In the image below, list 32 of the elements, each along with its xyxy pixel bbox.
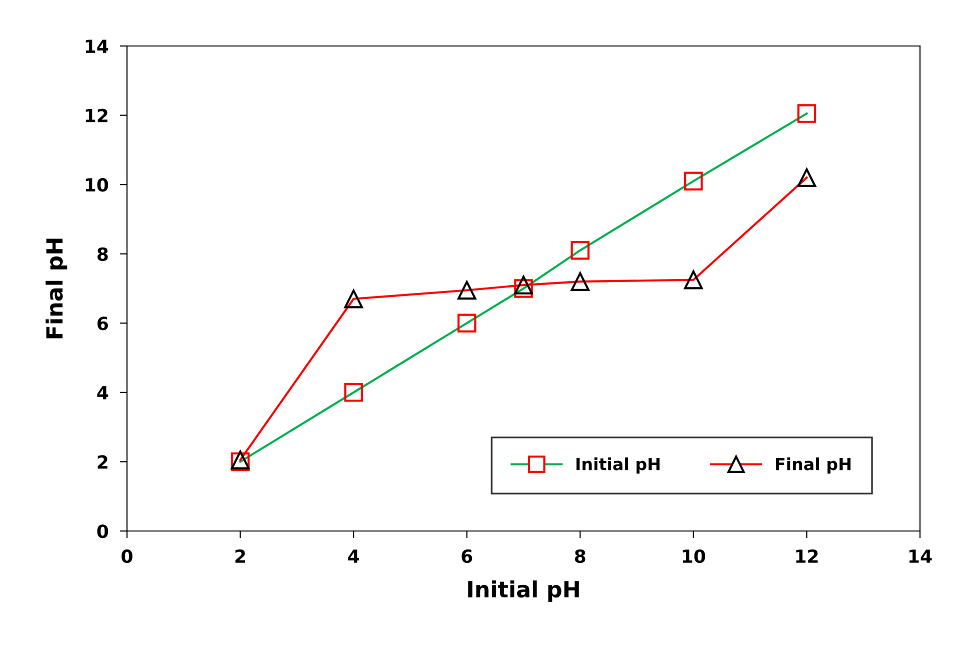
y-axis-title: Final pH [46, 238, 68, 338]
y-tick-label: 2 [98, 455, 108, 469]
y-tick-label: 8 [97, 247, 108, 261]
x-tick-label: 12 [796, 549, 818, 563]
point [514, 276, 533, 294]
point [514, 279, 533, 298]
y-tick-label: 12 [86, 108, 108, 122]
point [457, 314, 476, 333]
point [570, 241, 590, 260]
y-tick-label: 14 [86, 40, 108, 53]
point [570, 272, 590, 291]
point [344, 383, 363, 402]
point [344, 290, 363, 308]
y-tick-label: 10 [86, 178, 108, 192]
legend-label: Final pH [776, 457, 850, 474]
y-tick-label: 0 [97, 524, 108, 538]
legend-label: Initial pH [576, 457, 660, 474]
point [797, 168, 816, 188]
y-tick-label: 6 [98, 316, 108, 330]
x-tick-label: 4 [348, 550, 360, 563]
x-tick-label: 10 [682, 549, 706, 564]
x-tick-label: 6 [462, 549, 472, 564]
point [684, 270, 703, 290]
x-tick-label: 0 [122, 549, 132, 564]
x-axis-title: Initial pH [468, 580, 579, 602]
point [797, 104, 816, 123]
x-tick-label: 8 [574, 549, 586, 564]
y-tick-label: 4 [97, 386, 108, 400]
x-tick-label: 14 [909, 550, 932, 563]
x-tick-label: 2 [235, 549, 245, 563]
point [457, 280, 476, 300]
point [684, 172, 703, 190]
